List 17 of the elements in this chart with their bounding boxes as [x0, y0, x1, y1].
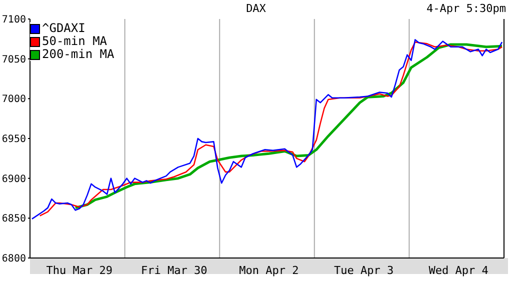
legend-label: 50-min MA	[42, 34, 108, 48]
chart-subtitle: 4-Apr 5:30pm	[426, 2, 506, 15]
y-tick-label: 7050	[2, 54, 26, 66]
x-tick-label: Thu Mar 29	[46, 264, 112, 277]
chart-title: DAX	[246, 2, 266, 15]
x-tick-label: Wed Apr 4	[428, 264, 489, 277]
x-tick-label: Fri Mar 30	[141, 264, 208, 277]
legend-label: 200-min MA	[42, 47, 114, 61]
y-tick-label: 6850	[2, 214, 26, 225]
y-tick-label: 6900	[2, 174, 26, 185]
y-tick-label: 7100	[2, 14, 26, 26]
y-tick-label: 6800	[2, 254, 26, 265]
x-tick-label: Tue Apr 3	[334, 264, 394, 277]
x-tick-label: Mon Apr 2	[239, 264, 299, 277]
y-tick-label: 7000	[2, 94, 26, 106]
y-tick-label: 6950	[2, 134, 26, 146]
legend-label: ^GDAXI	[42, 21, 86, 35]
